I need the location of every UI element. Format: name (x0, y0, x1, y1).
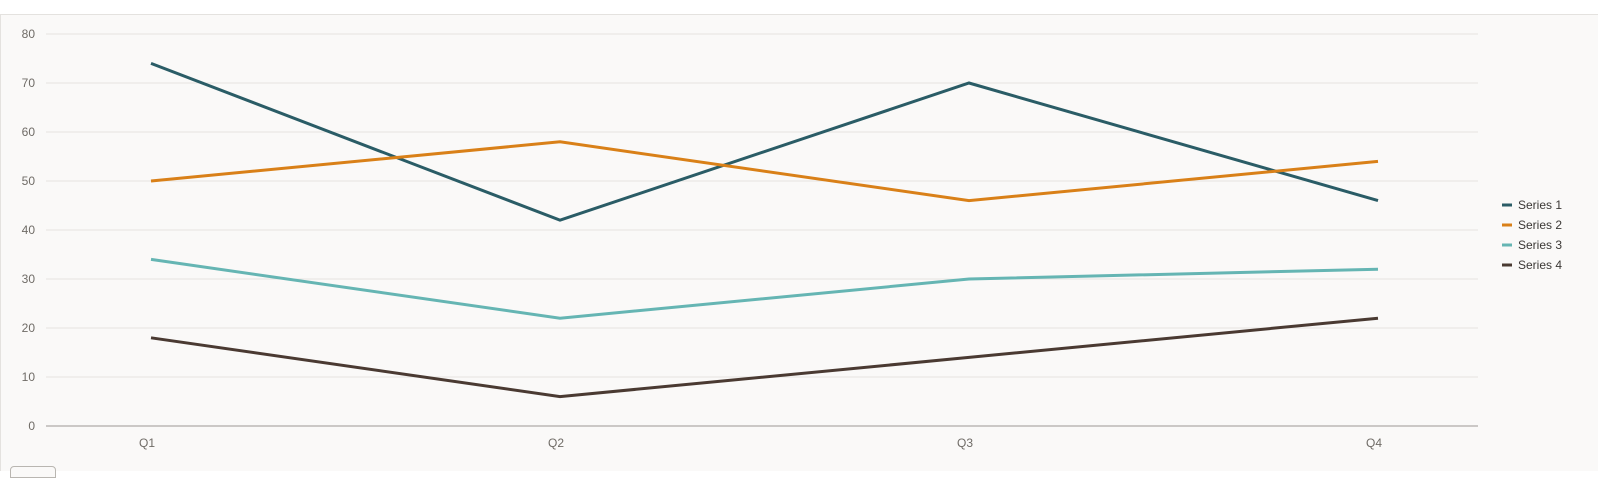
series-line-3[interactable] (150, 257, 1379, 320)
x-tick-label: Q3 (957, 436, 973, 450)
y-tick-label: 10 (22, 370, 36, 384)
x-axis: Q1 Q2 Q3 Q4 (46, 425, 1478, 450)
legend-item-2[interactable]: Series 2 (1502, 218, 1562, 232)
y-tick-label: 80 (22, 27, 36, 41)
y-tick-label: 0 (28, 419, 35, 433)
y-axis: 0 10 20 30 40 50 60 70 80 (22, 27, 36, 433)
y-tick-label: 50 (22, 174, 36, 188)
x-tick-label: Q1 (139, 436, 155, 450)
legend-item-3[interactable]: Series 3 (1502, 238, 1562, 252)
legend-label: Series 3 (1518, 238, 1562, 252)
x-tick-label: Q4 (1366, 436, 1382, 450)
y-tick-label: 30 (22, 272, 36, 286)
legend-item-1[interactable]: Series 1 (1502, 198, 1562, 212)
y-tick-label: 70 (22, 76, 36, 90)
series-line-1[interactable] (150, 61, 1379, 222)
y-tick-label: 40 (22, 223, 36, 237)
legend-label: Series 1 (1518, 198, 1562, 212)
series-group (150, 61, 1379, 399)
legend-label: Series 2 (1518, 218, 1562, 232)
chart-panel (0, 14, 1598, 471)
series-line-4[interactable] (150, 316, 1379, 399)
legend-label: Series 4 (1518, 258, 1562, 272)
legend-item-4[interactable]: Series 4 (1502, 258, 1562, 272)
y-tick-label: 60 (22, 125, 36, 139)
x-tick-label: Q2 (548, 436, 564, 450)
series-line-2[interactable] (150, 140, 1379, 203)
y-tick-label: 20 (22, 321, 36, 335)
legend: Series 1 Series 2 Series 3 Series 4 (1502, 198, 1562, 272)
grid-lines (46, 33, 1478, 378)
